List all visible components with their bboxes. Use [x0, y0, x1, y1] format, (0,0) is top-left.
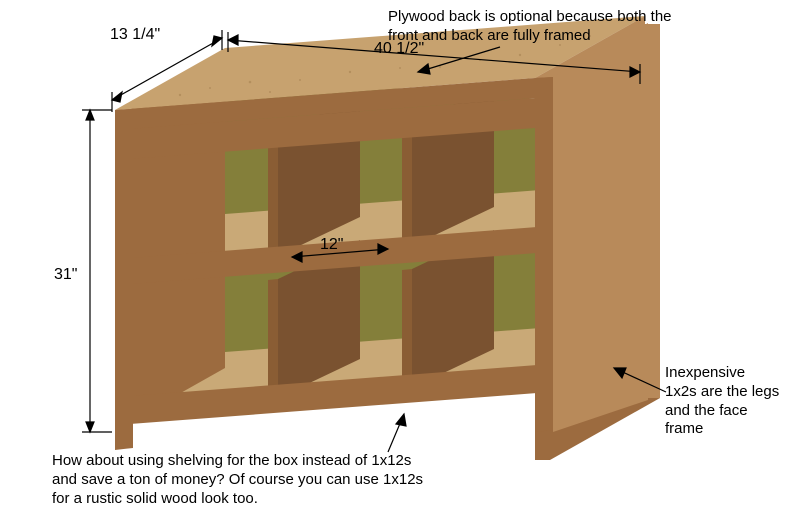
annotation-top: Plywood back is optional because both th…	[388, 8, 718, 46]
right-outer	[553, 23, 648, 432]
dim-cubby: 12"	[320, 236, 343, 254]
annotation-right: Inexpensive1x2s are the legsand the face…	[665, 364, 795, 439]
dim-depth: 13 1/4"	[110, 26, 160, 44]
dim-height: 31"	[54, 266, 77, 284]
annotation-bottom: How about using shelving for the box ins…	[52, 452, 492, 508]
